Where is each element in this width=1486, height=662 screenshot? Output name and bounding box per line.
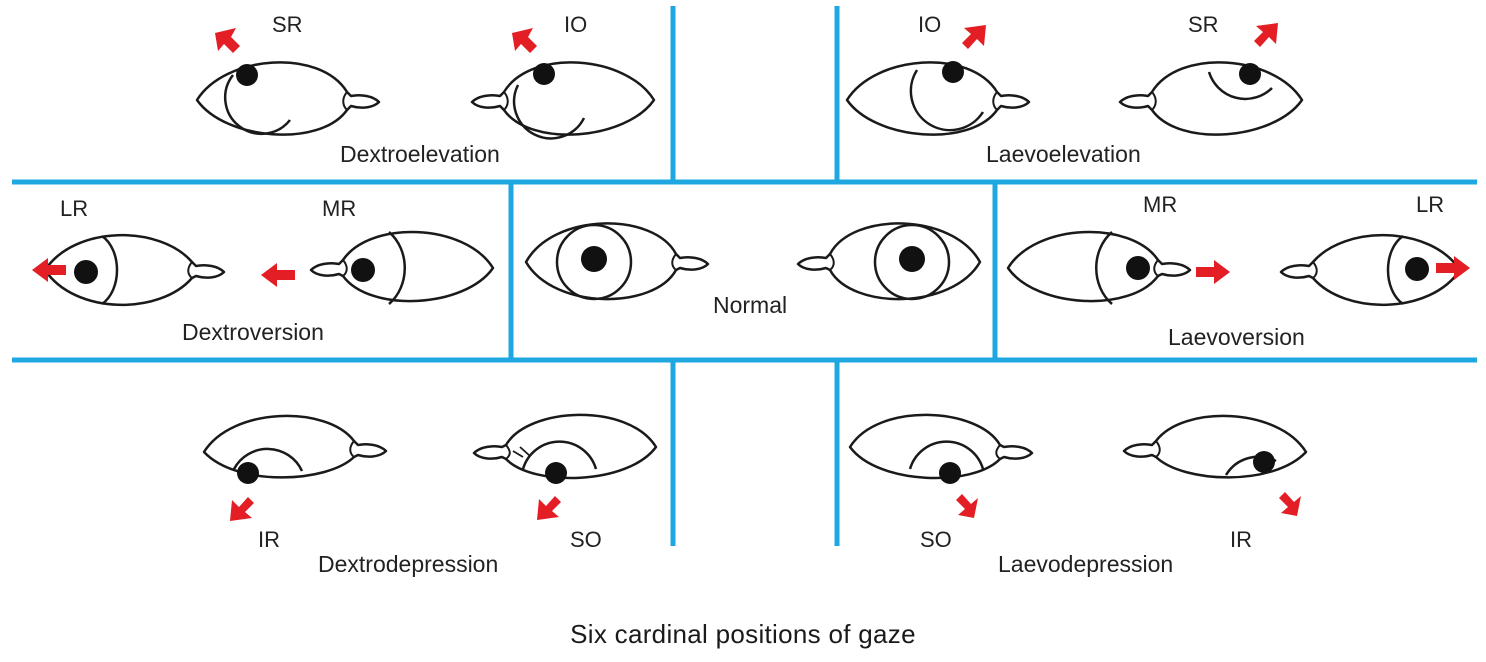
panel-normal: Normal [524,222,982,318]
muscle-label: IO [918,12,941,37]
eye [845,61,1031,136]
panel-title: Laevoelevation [986,141,1141,167]
eye [848,413,1034,484]
panel-laevoelevation: IO SR Laevoelevation [845,12,1304,167]
eye [1122,414,1308,479]
arrow-icon [1436,256,1470,280]
arrow-icon [1196,260,1230,284]
eye [1118,61,1304,136]
arrow-icon [512,28,537,53]
arrow-icon [962,25,986,49]
eye [202,414,388,484]
divider-lines [12,6,1477,546]
panel-title: Dextroversion [182,319,324,345]
muscle-label: LR [1416,192,1444,217]
muscle-label: IR [1230,527,1252,552]
arrow-icon [537,496,561,520]
eye [1006,230,1192,305]
eye [195,61,381,136]
muscle-label: SR [272,12,303,37]
arrow-icon [1279,492,1301,516]
muscle-label: SO [570,527,602,552]
eye [309,230,495,305]
gaze-diagram: SR IO Dextroelevation IO SR Laevoelevati… [12,6,1477,577]
figure-caption: Six cardinal positions of gaze [570,619,916,649]
arrow-icon [1254,23,1278,47]
eye [43,234,226,306]
muscle-label: SR [1188,12,1219,37]
muscle-label: SO [920,527,952,552]
panel-title: Laevoversion [1168,324,1305,350]
panel-title: Normal [713,292,787,318]
arrow-icon [32,258,66,282]
panel-laevoversion: MR LR Laevoversion [1006,192,1470,350]
arrow-icon [261,263,295,287]
muscle-label: LR [60,196,88,221]
muscle-label: IO [564,12,587,37]
arrow-icon [230,497,254,521]
eye [1279,234,1462,306]
panel-title: Dextrodepression [318,551,498,577]
panel-dextrodepression: IR SO Dextrodepression [202,413,658,577]
panel-dextroversion: LR MR Dextroversion [32,196,495,345]
eye [524,222,710,301]
panel-title: Dextroelevation [340,141,500,167]
panel-laevodepression: SO IR Laevodepression [848,413,1308,577]
panel-title: Laevodepression [998,551,1173,577]
panel-dextroelevation: SR IO Dextroelevation [195,12,656,167]
eye [472,413,658,484]
muscle-label: MR [1143,192,1177,217]
eye [470,61,656,140]
muscle-label: MR [322,196,356,221]
eye [796,222,982,301]
arrow-icon [956,494,978,518]
arrow-icon [215,28,240,53]
muscle-label: IR [258,527,280,552]
